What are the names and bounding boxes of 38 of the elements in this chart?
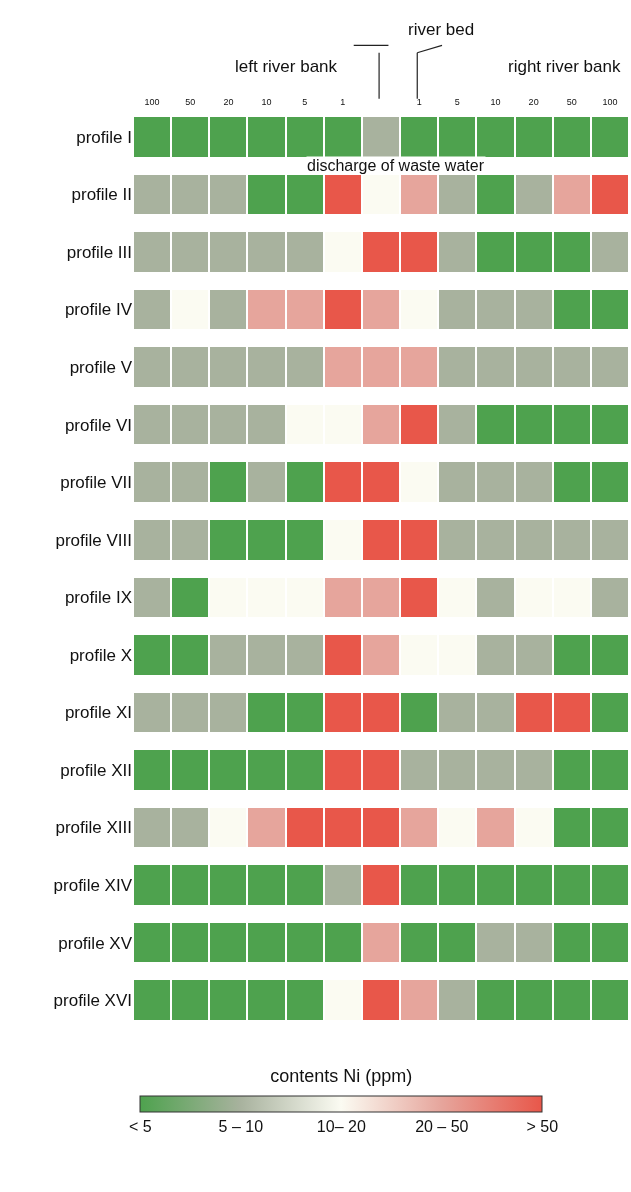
color-bar-title: contents Ni (ppm) xyxy=(270,1066,413,1087)
y-tick-label: profile X xyxy=(69,645,132,665)
x-tick-label: 20 xyxy=(223,97,234,108)
color-bar-label: 5 – 10 xyxy=(218,1118,264,1136)
y-tick-label: profile XIII xyxy=(55,818,132,838)
color-bar-label: < 5 xyxy=(128,1118,152,1136)
x-tick-label: 10 xyxy=(261,97,272,108)
x-tick-label: 20 xyxy=(528,97,539,108)
y-tick-label: profile V xyxy=(69,357,133,377)
text: left river bank xyxy=(235,57,338,76)
y-tick-label: profile VIII xyxy=(55,530,132,550)
y-tick-label: profile XI xyxy=(64,703,132,723)
y-tick-label: profile VII xyxy=(60,473,132,493)
annotation: discharge of waste water xyxy=(307,157,485,174)
y-tick-label: profile IV xyxy=(64,300,133,320)
x-tick-label: 50 xyxy=(185,97,196,108)
y-tick-label: profile XIV xyxy=(53,876,133,896)
color-bar-label: 20 – 50 xyxy=(415,1118,469,1136)
x-tick-label: 100 xyxy=(144,97,160,108)
x-tick-label: 100 xyxy=(602,97,618,108)
text: right river bank xyxy=(508,57,621,76)
x-tick-label: 1 xyxy=(416,97,422,108)
x-tick-label: 5 xyxy=(454,97,460,108)
x-tick-label: 5 xyxy=(302,97,308,108)
y-tick-label: profile I xyxy=(76,127,132,147)
color-bar-label: > 50 xyxy=(526,1118,559,1136)
x-tick-label: 1 xyxy=(340,97,346,108)
y-tick-label: profile XVI xyxy=(53,991,132,1011)
y-tick-label: profile XV xyxy=(58,933,133,953)
text: river bed xyxy=(408,20,475,39)
y-tick-label: profile III xyxy=(66,242,132,262)
y-tick-label: profile IX xyxy=(64,588,132,608)
x-tick-label: 10 xyxy=(490,97,501,108)
y-tick-label: profile VI xyxy=(64,415,132,435)
color-bar-label: 10– 20 xyxy=(316,1118,366,1136)
x-tick-label: 50 xyxy=(566,97,577,108)
y-tick-label: profile XII xyxy=(60,760,132,780)
y-tick-label: profile II xyxy=(71,185,132,205)
